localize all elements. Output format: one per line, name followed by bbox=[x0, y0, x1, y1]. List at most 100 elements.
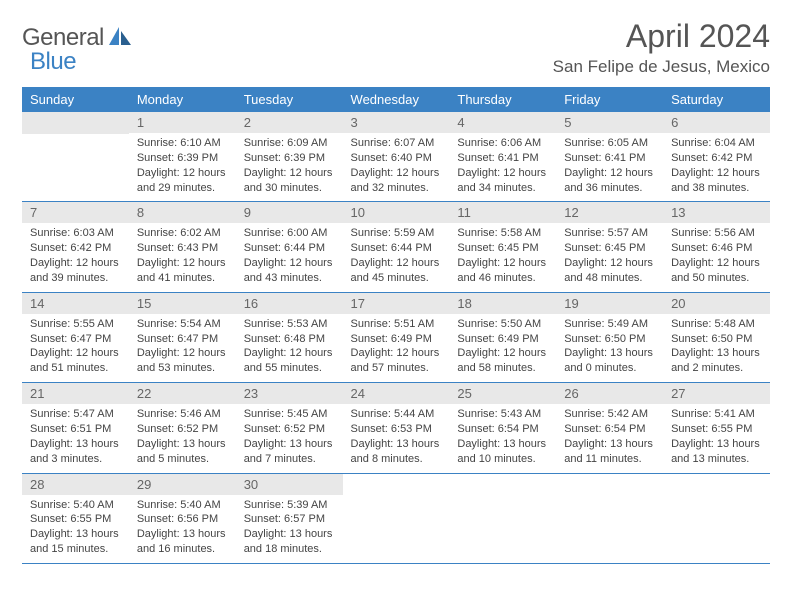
day-content: Sunrise: 5:59 AMSunset: 6:44 PMDaylight:… bbox=[343, 223, 450, 291]
sunrise-text: Sunrise: 5:45 AM bbox=[244, 407, 335, 422]
daylight-text: Daylight: 13 hours and 0 minutes. bbox=[564, 346, 655, 376]
daylight-text: Daylight: 12 hours and 38 minutes. bbox=[671, 166, 762, 196]
calendar-cell: 12Sunrise: 5:57 AMSunset: 6:45 PMDayligh… bbox=[556, 202, 663, 292]
weekday-wednesday: Wednesday bbox=[343, 87, 450, 112]
sunset-text: Sunset: 6:57 PM bbox=[244, 512, 335, 527]
sunrise-text: Sunrise: 5:54 AM bbox=[137, 317, 228, 332]
sunrise-text: Sunrise: 6:10 AM bbox=[137, 136, 228, 151]
day-number: 14 bbox=[22, 293, 129, 314]
day-number: 18 bbox=[449, 293, 556, 314]
calendar-cell: 26Sunrise: 5:42 AMSunset: 6:54 PMDayligh… bbox=[556, 383, 663, 473]
day-number: 6 bbox=[663, 112, 770, 133]
day-content: Sunrise: 6:09 AMSunset: 6:39 PMDaylight:… bbox=[236, 133, 343, 201]
sunrise-text: Sunrise: 5:56 AM bbox=[671, 226, 762, 241]
calendar-cell: 19Sunrise: 5:49 AMSunset: 6:50 PMDayligh… bbox=[556, 292, 663, 382]
sunrise-text: Sunrise: 5:46 AM bbox=[137, 407, 228, 422]
day-number: 8 bbox=[129, 202, 236, 223]
calendar-cell bbox=[663, 473, 770, 563]
sunrise-text: Sunrise: 5:53 AM bbox=[244, 317, 335, 332]
daylight-text: Daylight: 13 hours and 3 minutes. bbox=[30, 437, 121, 467]
daylight-text: Daylight: 12 hours and 57 minutes. bbox=[351, 346, 442, 376]
calendar-cell: 1Sunrise: 6:10 AMSunset: 6:39 PMDaylight… bbox=[129, 112, 236, 202]
sunset-text: Sunset: 6:46 PM bbox=[671, 241, 762, 256]
sunset-text: Sunset: 6:50 PM bbox=[564, 332, 655, 347]
day-number: 17 bbox=[343, 293, 450, 314]
sunrise-text: Sunrise: 6:09 AM bbox=[244, 136, 335, 151]
calendar-cell bbox=[556, 473, 663, 563]
sunrise-text: Sunrise: 5:50 AM bbox=[457, 317, 548, 332]
calendar-cell: 22Sunrise: 5:46 AMSunset: 6:52 PMDayligh… bbox=[129, 383, 236, 473]
sunrise-text: Sunrise: 5:39 AM bbox=[244, 498, 335, 513]
header: General April 2024 San Felipe de Jesus, … bbox=[22, 18, 770, 77]
sunrise-text: Sunrise: 5:57 AM bbox=[564, 226, 655, 241]
daylight-text: Daylight: 12 hours and 45 minutes. bbox=[351, 256, 442, 286]
calendar-cell: 24Sunrise: 5:44 AMSunset: 6:53 PMDayligh… bbox=[343, 383, 450, 473]
daylight-text: Daylight: 13 hours and 15 minutes. bbox=[30, 527, 121, 557]
day-content: Sunrise: 6:07 AMSunset: 6:40 PMDaylight:… bbox=[343, 133, 450, 201]
day-content: Sunrise: 5:47 AMSunset: 6:51 PMDaylight:… bbox=[22, 404, 129, 472]
daylight-text: Daylight: 13 hours and 10 minutes. bbox=[457, 437, 548, 467]
sunset-text: Sunset: 6:52 PM bbox=[244, 422, 335, 437]
day-number: 23 bbox=[236, 383, 343, 404]
day-content: Sunrise: 5:43 AMSunset: 6:54 PMDaylight:… bbox=[449, 404, 556, 472]
sunset-text: Sunset: 6:42 PM bbox=[671, 151, 762, 166]
sunset-text: Sunset: 6:49 PM bbox=[351, 332, 442, 347]
sunset-text: Sunset: 6:54 PM bbox=[457, 422, 548, 437]
calendar-cell: 6Sunrise: 6:04 AMSunset: 6:42 PMDaylight… bbox=[663, 112, 770, 202]
day-number: 15 bbox=[129, 293, 236, 314]
sunset-text: Sunset: 6:51 PM bbox=[30, 422, 121, 437]
weekday-thursday: Thursday bbox=[449, 87, 556, 112]
daylight-text: Daylight: 12 hours and 41 minutes. bbox=[137, 256, 228, 286]
sunset-text: Sunset: 6:50 PM bbox=[671, 332, 762, 347]
sunset-text: Sunset: 6:53 PM bbox=[351, 422, 442, 437]
calendar-cell: 29Sunrise: 5:40 AMSunset: 6:56 PMDayligh… bbox=[129, 473, 236, 563]
calendar-cell: 4Sunrise: 6:06 AMSunset: 6:41 PMDaylight… bbox=[449, 112, 556, 202]
sunrise-text: Sunrise: 6:00 AM bbox=[244, 226, 335, 241]
day-content: Sunrise: 5:56 AMSunset: 6:46 PMDaylight:… bbox=[663, 223, 770, 291]
day-number: 3 bbox=[343, 112, 450, 133]
sunrise-text: Sunrise: 5:42 AM bbox=[564, 407, 655, 422]
day-content: Sunrise: 5:39 AMSunset: 6:57 PMDaylight:… bbox=[236, 495, 343, 563]
day-content: Sunrise: 5:44 AMSunset: 6:53 PMDaylight:… bbox=[343, 404, 450, 472]
day-content: Sunrise: 6:00 AMSunset: 6:44 PMDaylight:… bbox=[236, 223, 343, 291]
location: San Felipe de Jesus, Mexico bbox=[553, 57, 770, 77]
calendar-cell: 28Sunrise: 5:40 AMSunset: 6:55 PMDayligh… bbox=[22, 473, 129, 563]
calendar: Sunday Monday Tuesday Wednesday Thursday… bbox=[22, 87, 770, 564]
calendar-cell: 25Sunrise: 5:43 AMSunset: 6:54 PMDayligh… bbox=[449, 383, 556, 473]
sunset-text: Sunset: 6:49 PM bbox=[457, 332, 548, 347]
day-number: 1 bbox=[129, 112, 236, 133]
day-content: Sunrise: 5:58 AMSunset: 6:45 PMDaylight:… bbox=[449, 223, 556, 291]
sunset-text: Sunset: 6:47 PM bbox=[137, 332, 228, 347]
daylight-text: Daylight: 13 hours and 2 minutes. bbox=[671, 346, 762, 376]
daylight-text: Daylight: 13 hours and 7 minutes. bbox=[244, 437, 335, 467]
daylight-text: Daylight: 13 hours and 8 minutes. bbox=[351, 437, 442, 467]
daylight-text: Daylight: 12 hours and 36 minutes. bbox=[564, 166, 655, 196]
sunset-text: Sunset: 6:44 PM bbox=[351, 241, 442, 256]
daylight-text: Daylight: 12 hours and 58 minutes. bbox=[457, 346, 548, 376]
weekday-friday: Friday bbox=[556, 87, 663, 112]
day-content: Sunrise: 5:45 AMSunset: 6:52 PMDaylight:… bbox=[236, 404, 343, 472]
calendar-cell: 10Sunrise: 5:59 AMSunset: 6:44 PMDayligh… bbox=[343, 202, 450, 292]
sunrise-text: Sunrise: 5:40 AM bbox=[30, 498, 121, 513]
sunset-text: Sunset: 6:39 PM bbox=[137, 151, 228, 166]
calendar-cell: 2Sunrise: 6:09 AMSunset: 6:39 PMDaylight… bbox=[236, 112, 343, 202]
calendar-cell: 3Sunrise: 6:07 AMSunset: 6:40 PMDaylight… bbox=[343, 112, 450, 202]
day-number: 22 bbox=[129, 383, 236, 404]
calendar-cell: 7Sunrise: 6:03 AMSunset: 6:42 PMDaylight… bbox=[22, 202, 129, 292]
month-title: April 2024 bbox=[553, 18, 770, 55]
sunrise-text: Sunrise: 6:02 AM bbox=[137, 226, 228, 241]
calendar-cell: 8Sunrise: 6:02 AMSunset: 6:43 PMDaylight… bbox=[129, 202, 236, 292]
calendar-cell: 5Sunrise: 6:05 AMSunset: 6:41 PMDaylight… bbox=[556, 112, 663, 202]
daylight-text: Daylight: 13 hours and 11 minutes. bbox=[564, 437, 655, 467]
logo-blue-wrapper: Blue bbox=[30, 48, 76, 76]
calendar-cell bbox=[449, 473, 556, 563]
daylight-text: Daylight: 12 hours and 32 minutes. bbox=[351, 166, 442, 196]
calendar-cell: 27Sunrise: 5:41 AMSunset: 6:55 PMDayligh… bbox=[663, 383, 770, 473]
sunrise-text: Sunrise: 5:44 AM bbox=[351, 407, 442, 422]
day-number: 9 bbox=[236, 202, 343, 223]
day-content: Sunrise: 5:53 AMSunset: 6:48 PMDaylight:… bbox=[236, 314, 343, 382]
daylight-text: Daylight: 13 hours and 13 minutes. bbox=[671, 437, 762, 467]
calendar-cell: 17Sunrise: 5:51 AMSunset: 6:49 PMDayligh… bbox=[343, 292, 450, 382]
day-number: 13 bbox=[663, 202, 770, 223]
day-content: Sunrise: 5:40 AMSunset: 6:55 PMDaylight:… bbox=[22, 495, 129, 563]
